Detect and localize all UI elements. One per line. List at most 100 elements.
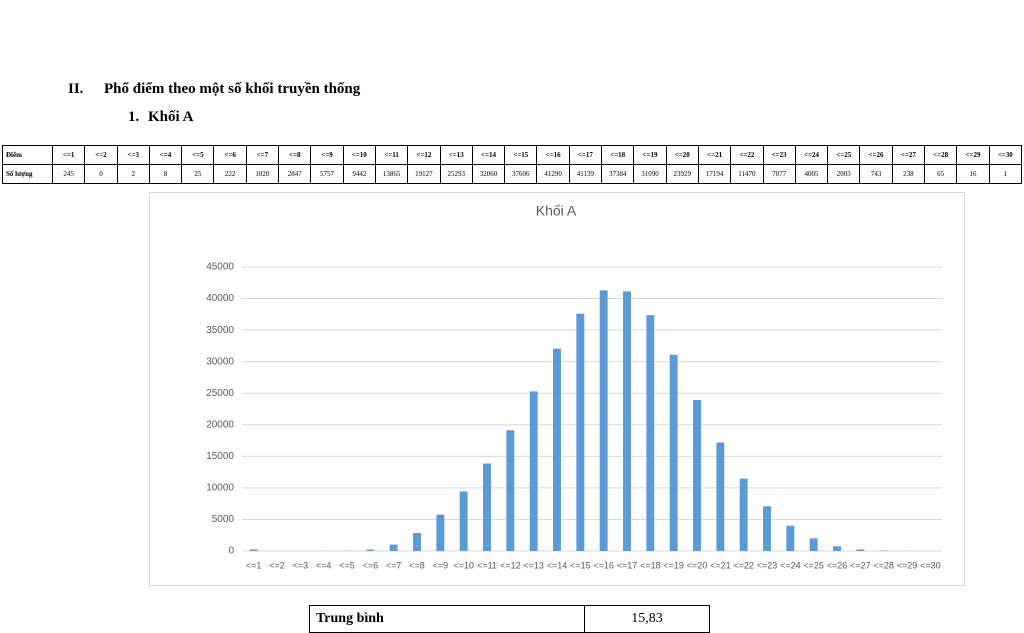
- count-cell: 11470: [731, 165, 763, 184]
- score-cell: <=26: [860, 146, 892, 165]
- bar: [250, 549, 258, 551]
- bar: [763, 506, 771, 551]
- score-cell: <=1: [53, 146, 85, 165]
- score-cell: <=13: [440, 146, 472, 165]
- score-cell: <=5: [182, 146, 214, 165]
- bar: [623, 291, 631, 551]
- score-cell: <=3: [117, 146, 149, 165]
- count-cell: 1020: [246, 165, 278, 184]
- score-cell: <=9: [311, 146, 343, 165]
- score-cell: <=24: [795, 146, 827, 165]
- score-cell: <=25: [828, 146, 860, 165]
- count-cell: 32060: [472, 165, 504, 184]
- bar: [483, 463, 491, 551]
- count-cell: 17194: [698, 165, 730, 184]
- score-table: Điểm<=1<=2<=3<=4<=5<=6<=7<=8<=9<=10<=11<…: [2, 145, 1022, 184]
- score-cell: <=4: [149, 146, 181, 165]
- count-cell: 0: [85, 165, 117, 184]
- score-cell: <=8: [279, 146, 311, 165]
- header-row: Điểm<=1<=2<=3<=4<=5<=6<=7<=8<=9<=10<=11<…: [3, 146, 1022, 165]
- count-cell: 23929: [666, 165, 698, 184]
- score-cell: <=11: [375, 146, 407, 165]
- count-cell: 245: [53, 165, 85, 184]
- x-tick-label: <=17: [617, 560, 638, 570]
- count-cell: 41139: [569, 165, 601, 184]
- x-tick-label: <=28: [873, 560, 894, 570]
- bar: [506, 430, 514, 551]
- count-cell: 9442: [343, 165, 375, 184]
- bar: [460, 491, 468, 551]
- y-tick-label: 40000: [206, 293, 234, 304]
- y-tick-label: 30000: [206, 356, 234, 367]
- count-cell: 25: [182, 165, 214, 184]
- count-cell: 7077: [763, 165, 795, 184]
- count-cell: 8: [149, 165, 181, 184]
- count-cell: 19127: [408, 165, 440, 184]
- bar: [576, 314, 584, 551]
- count-cell: 37606: [505, 165, 537, 184]
- count-cell: 65: [925, 165, 957, 184]
- count-cell: 1: [989, 165, 1021, 184]
- score-cell: <=16: [537, 146, 569, 165]
- count-cell: 238: [892, 165, 924, 184]
- count-cell: 2003: [828, 165, 860, 184]
- bar: [810, 538, 818, 551]
- count-cell: 25293: [440, 165, 472, 184]
- row-label: Số lượng: [3, 165, 53, 184]
- bar: [436, 515, 444, 551]
- score-cell: <=7: [246, 146, 278, 165]
- x-tick-label: <=11: [477, 560, 497, 570]
- summary-table: Trung bình 15,83: [309, 605, 710, 633]
- score-cell: <=2: [85, 146, 117, 165]
- x-tick-label: <=19: [663, 560, 684, 570]
- x-tick-label: <=20: [687, 560, 708, 570]
- score-cell: <=10: [343, 146, 375, 165]
- score-cell: <=27: [892, 146, 924, 165]
- x-tick-label: <=24: [780, 560, 801, 570]
- y-tick-label: 25000: [206, 388, 234, 399]
- x-tick-label: <=12: [500, 560, 521, 570]
- x-tick-label: <=15: [570, 560, 591, 570]
- bar: [786, 526, 794, 551]
- score-cell: <=17: [569, 146, 601, 165]
- bar: [413, 533, 421, 551]
- score-cell: <=19: [634, 146, 666, 165]
- x-tick-label: <=21: [710, 560, 731, 570]
- x-tick-label: <=3: [293, 560, 309, 570]
- score-cell: <=20: [666, 146, 698, 165]
- count-cell: 743: [860, 165, 892, 184]
- score-cell: <=29: [957, 146, 989, 165]
- score-cell: <=12: [408, 146, 440, 165]
- y-tick-label: 35000: [206, 325, 234, 336]
- bar: [553, 349, 561, 551]
- score-cell: <=6: [214, 146, 246, 165]
- score-cell: <=15: [505, 146, 537, 165]
- score-cell: <=30: [989, 146, 1021, 165]
- bar: [693, 400, 701, 551]
- bar: [530, 391, 538, 551]
- x-tick-label: <=30: [920, 560, 941, 570]
- score-cell: <=18: [602, 146, 634, 165]
- score-cell: <=21: [698, 146, 730, 165]
- bar: [366, 550, 374, 551]
- x-tick-label: <=14: [547, 560, 568, 570]
- count-cell: 2847: [279, 165, 311, 184]
- x-tick-label: <=9: [433, 560, 449, 570]
- y-tick-label: 10000: [206, 483, 234, 494]
- score-cell: <=22: [731, 146, 763, 165]
- chart: Khối A 050001000015000200002500030000350…: [149, 192, 965, 586]
- x-tick-label: <=5: [339, 560, 355, 570]
- bar: [646, 315, 654, 551]
- score-cell: <=23: [763, 146, 795, 165]
- bar: [670, 355, 678, 551]
- x-tick-label: <=26: [827, 560, 848, 570]
- x-tick-label: <=6: [363, 560, 379, 570]
- x-tick-label: <=23: [757, 560, 778, 570]
- x-tick-label: <=25: [803, 560, 824, 570]
- count-cell: 31090: [634, 165, 666, 184]
- count-cell: 37384: [602, 165, 634, 184]
- summary-value: 15,83: [585, 606, 710, 633]
- x-tick-label: <=13: [523, 560, 544, 570]
- count-cell: 41290: [537, 165, 569, 184]
